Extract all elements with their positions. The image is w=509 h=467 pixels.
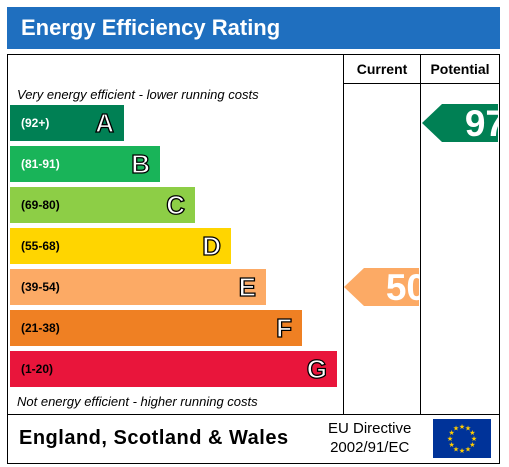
current-column-header: Current	[356, 61, 408, 77]
eu-star-icon: ★	[453, 445, 459, 453]
eu-star-icon: ★	[448, 429, 454, 437]
band-range: (55-68)	[21, 239, 60, 253]
band-letter: D	[202, 230, 222, 261]
band-range: (39-54)	[21, 280, 60, 294]
band-range: (81-91)	[21, 157, 60, 171]
directive-line-2: 2002/91/EC	[330, 439, 410, 456]
band-range: (1-20)	[21, 362, 54, 376]
eu-star-icon: ★	[469, 429, 475, 437]
header-divider	[343, 83, 499, 84]
bottom-note: Not energy efficient - higher running co…	[17, 394, 258, 409]
band-letter: F	[275, 312, 292, 343]
band-c: (69-80) C	[10, 187, 195, 223]
page-title: Energy Efficiency Rating	[21, 15, 281, 40]
band-range: (69-80)	[21, 198, 60, 212]
potential-column-header: Potential	[430, 61, 490, 77]
band-b: (81-91) B	[10, 146, 160, 182]
band-f: (21-38) F	[10, 310, 302, 346]
footer: England, Scotland & Wales EU Directive 2…	[7, 414, 500, 464]
eu-star-icon: ★	[465, 425, 471, 433]
eu-star-icon: ★	[448, 441, 454, 449]
band-letter: C	[166, 189, 186, 220]
directive-line-1: EU Directive	[328, 420, 412, 437]
top-note: Very energy efficient - lower running co…	[17, 87, 259, 102]
band-a: (92+) A	[10, 105, 124, 141]
eu-star-icon: ★	[459, 423, 465, 431]
band-g: (1-20) G	[10, 351, 337, 387]
potential-marker-arrow	[422, 104, 498, 142]
band-range: (92+)	[21, 116, 50, 130]
current-rating-value: 50	[385, 268, 419, 306]
potential-rating-value: 97	[464, 104, 498, 142]
title-bar: Energy Efficiency Rating	[7, 7, 500, 49]
eu-flag-icon: ★ ★ ★ ★ ★ ★ ★ ★ ★ ★ ★ ★	[433, 419, 491, 458]
band-letter: A	[95, 107, 115, 138]
eu-directive: EU Directive 2002/91/EC	[328, 419, 411, 457]
eu-star-icon: ★	[459, 447, 465, 455]
band-letter: B	[131, 148, 151, 179]
band-letter: E	[238, 271, 257, 302]
rating-table: Current Potential Very energy efficient …	[7, 54, 500, 415]
eu-star-icon: ★	[471, 435, 477, 443]
band-range: (21-38)	[21, 321, 60, 335]
eu-star-icon: ★	[465, 445, 471, 453]
band-d: (55-68) D	[10, 228, 231, 264]
column-divider-potential	[420, 55, 421, 414]
band-e: (39-54) E	[10, 269, 266, 305]
eu-star-icon: ★	[469, 441, 475, 449]
eu-star-icon: ★	[447, 435, 453, 443]
column-divider-current	[343, 55, 344, 414]
country-label: England, Scotland & Wales	[19, 427, 289, 449]
eu-star-icon: ★	[453, 425, 459, 433]
potential-rating-marker: 97	[422, 104, 498, 142]
band-letter: G	[306, 353, 328, 384]
current-marker-arrow	[344, 268, 419, 306]
current-rating-marker: 50	[344, 268, 419, 306]
